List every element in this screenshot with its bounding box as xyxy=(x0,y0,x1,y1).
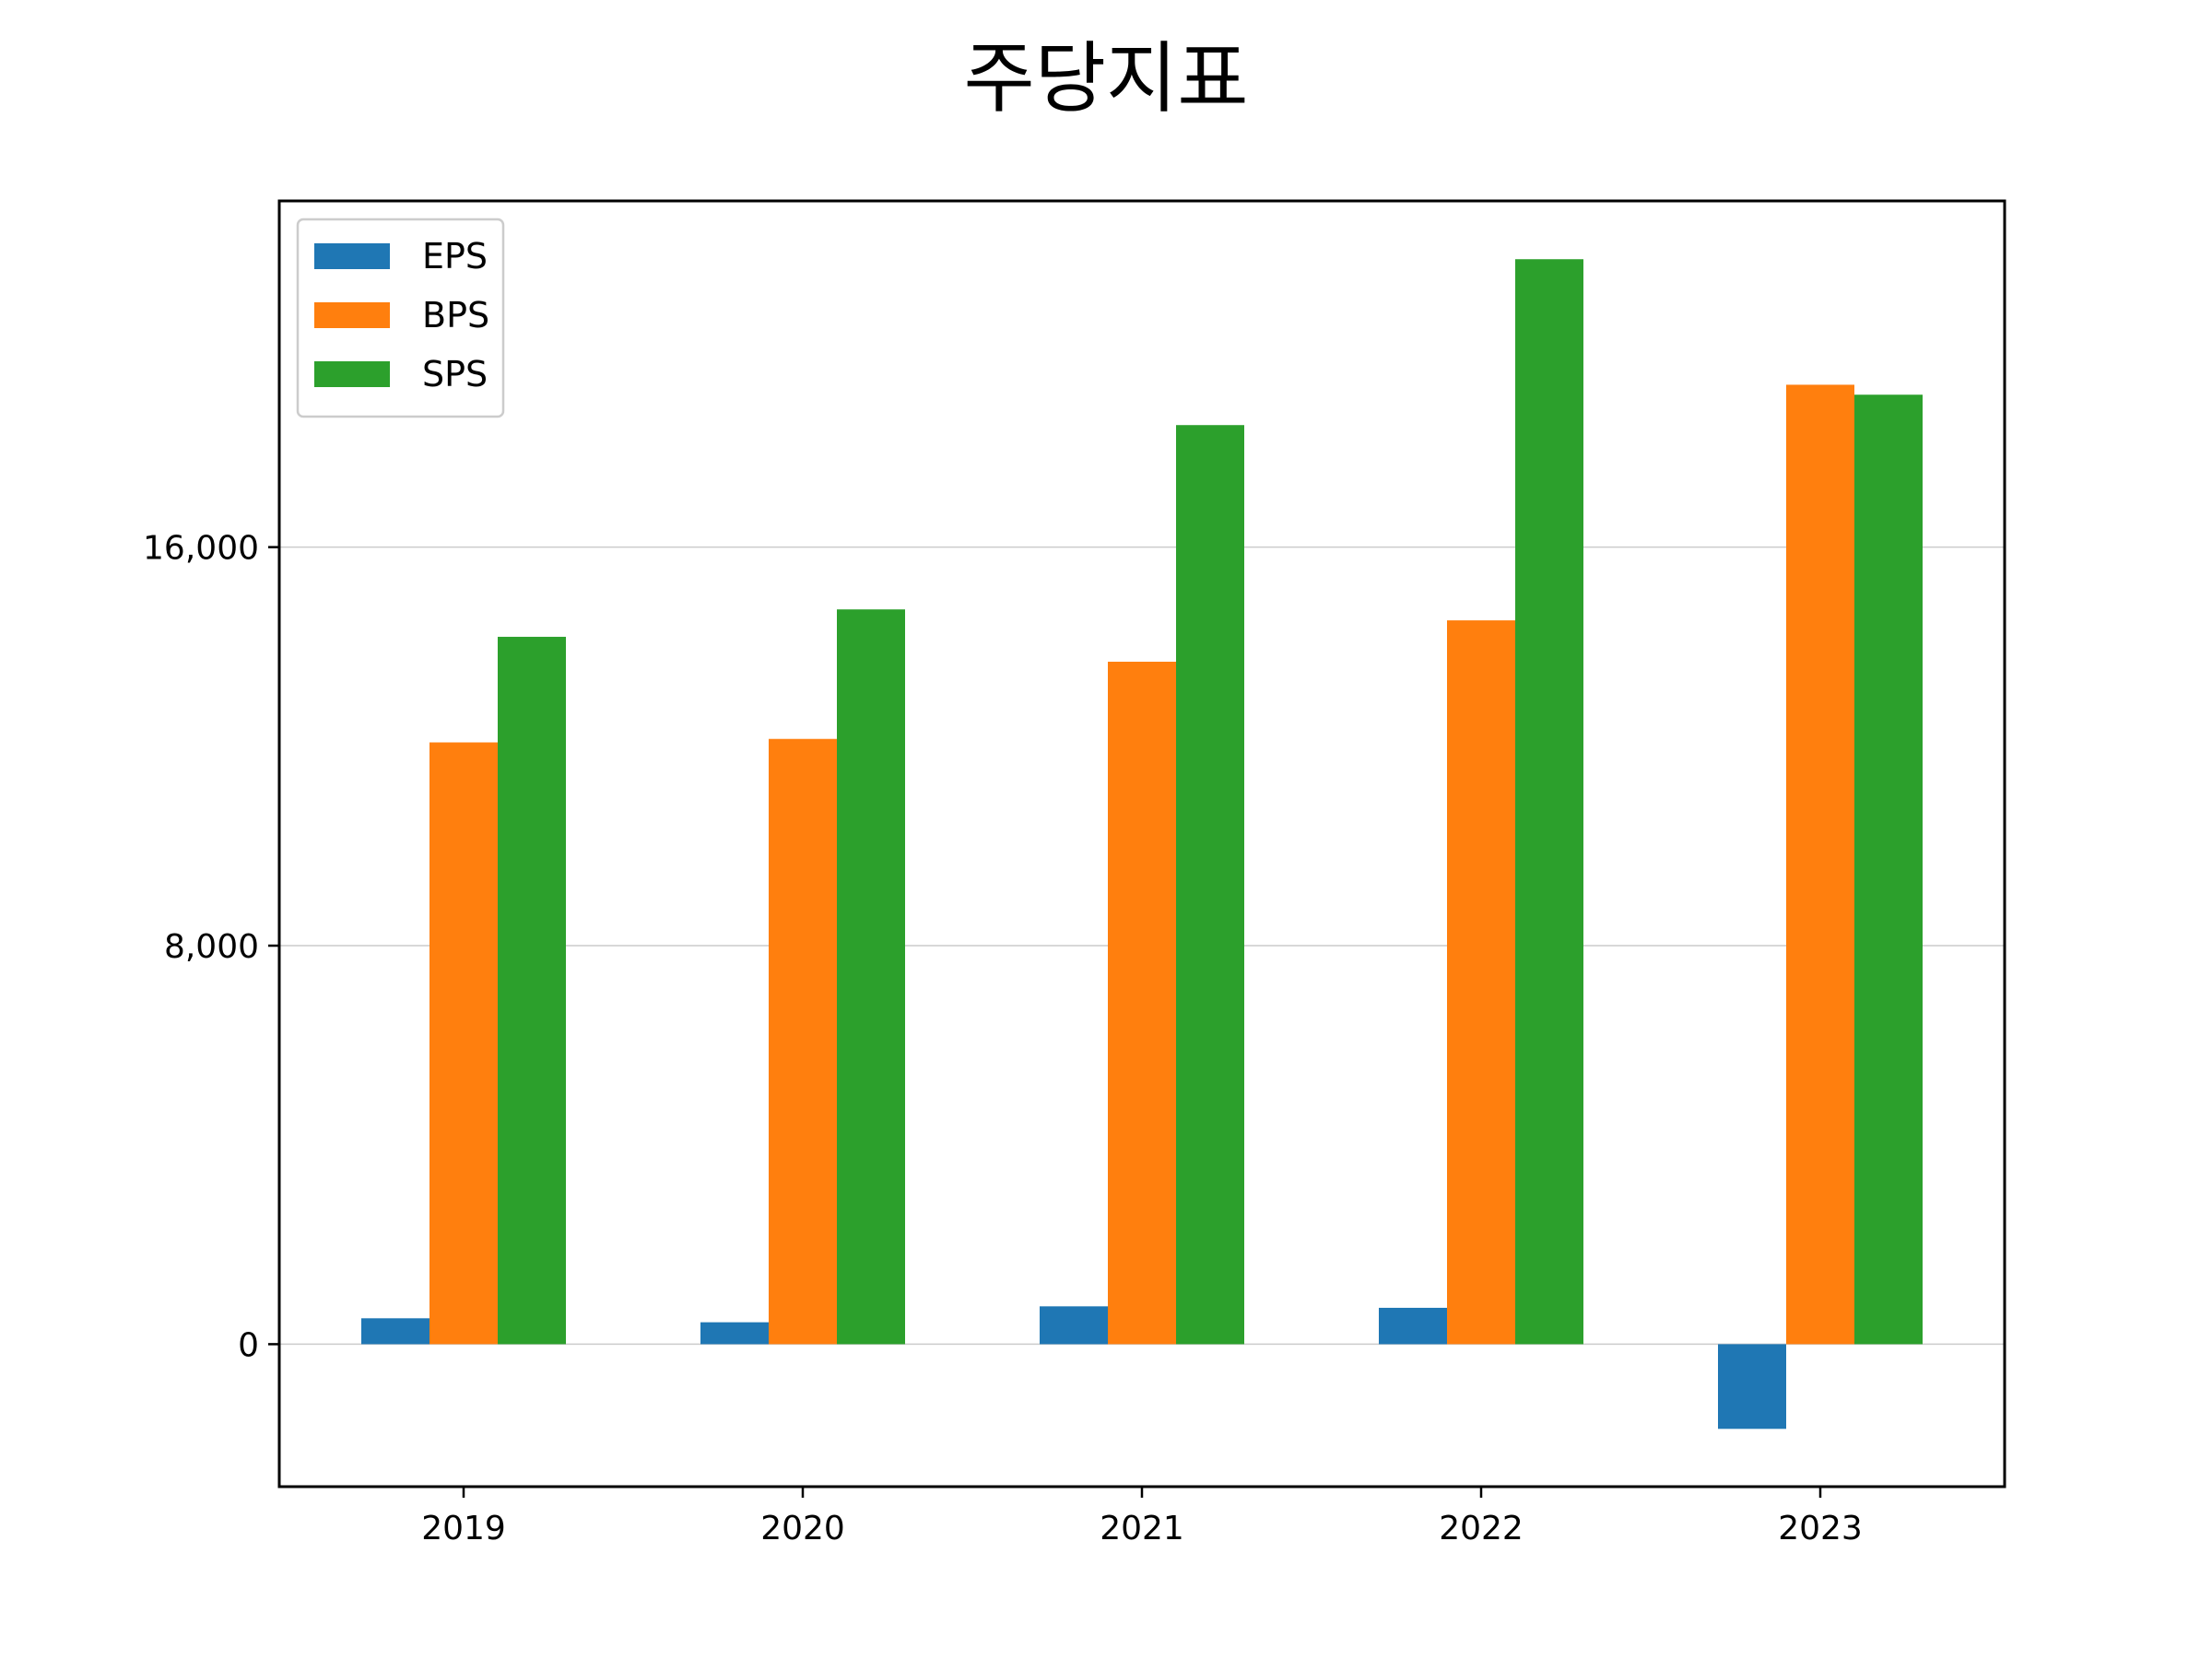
legend-label-eps: EPS xyxy=(422,236,488,276)
x-tick-label: 2021 xyxy=(1100,1510,1184,1547)
bar-sps-2023 xyxy=(1854,394,1923,1345)
bar-eps-2020 xyxy=(700,1322,769,1345)
bar-bps-2022 xyxy=(1447,620,1515,1345)
bar-eps-2021 xyxy=(1040,1306,1108,1345)
bar-sps-2021 xyxy=(1176,425,1244,1345)
bar-bps-2023 xyxy=(1786,384,1854,1345)
legend: EPS BPS SPS xyxy=(296,218,505,418)
x-tick-label: 2019 xyxy=(421,1510,506,1547)
x-axis: 2019 2020 2021 2022 2023 xyxy=(421,1487,1863,1547)
bar-sps-2019 xyxy=(498,636,566,1345)
bar-bps-2020 xyxy=(769,738,837,1345)
legend-swatch-bps xyxy=(314,302,390,328)
bar-sps-2022 xyxy=(1515,259,1583,1345)
x-tick-label: 2023 xyxy=(1778,1510,1863,1547)
bar-eps-2019 xyxy=(361,1318,429,1345)
bar-bps-2021 xyxy=(1108,661,1176,1345)
bar-bps-2019 xyxy=(429,742,498,1345)
y-tick-label: 16,000 xyxy=(143,530,259,568)
legend-swatch-eps xyxy=(314,243,390,269)
bar-eps-2023 xyxy=(1718,1344,1786,1430)
x-tick-label: 2020 xyxy=(760,1510,845,1547)
chart-title: 주당지표 xyxy=(963,33,1249,124)
legend-label-bps: BPS xyxy=(422,295,489,335)
bar-sps-2020 xyxy=(837,609,905,1345)
y-tick-label: 8,000 xyxy=(164,928,259,966)
bars xyxy=(361,259,1923,1430)
legend-swatch-sps xyxy=(314,361,390,387)
y-axis: 0 8,000 16,000 xyxy=(143,530,279,1364)
y-tick-label: 0 xyxy=(238,1326,259,1364)
legend-label-sps: SPS xyxy=(422,354,488,394)
bar-eps-2022 xyxy=(1379,1307,1447,1345)
x-tick-label: 2022 xyxy=(1439,1510,1524,1547)
